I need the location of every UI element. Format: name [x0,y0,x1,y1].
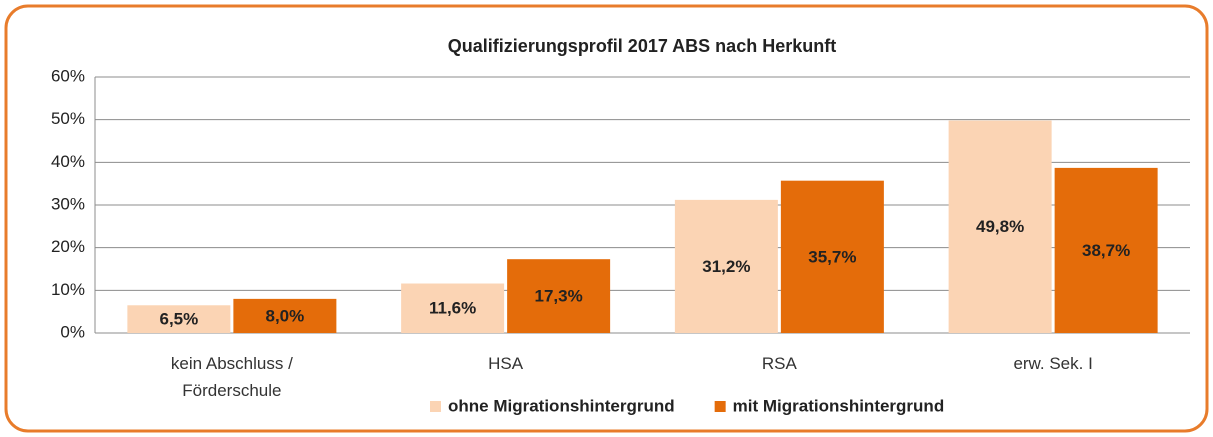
bar [1054,167,1158,333]
y-tick-label: 40% [51,152,85,171]
y-tick-label: 60% [51,66,85,85]
y-tick-label: 10% [51,280,85,299]
legend-label: ohne Migrationshintergrund [448,396,675,415]
value-label: 17,3% [535,287,583,306]
y-tick-label: 0% [60,322,85,341]
bar [127,305,231,333]
value-label: 8,0% [266,306,305,325]
bar [233,298,337,333]
value-label: 6,5% [160,310,199,329]
value-label: 11,6% [429,299,476,318]
legend-swatch [430,401,441,412]
bar [780,180,884,333]
value-label: 49,8% [976,217,1024,236]
y-tick-label: 20% [51,237,85,256]
bar [507,259,611,333]
legend-label: mit Migrationshintergrund [733,396,945,415]
bar [401,283,505,333]
bar [948,120,1052,334]
value-label: 38,7% [1082,241,1130,260]
value-label: 35,7% [808,247,856,266]
x-tick-label: erw. Sek. I [1013,354,1093,373]
value-label: 31,2% [702,257,750,276]
legend-swatch [714,401,726,412]
bar [674,199,778,333]
chart-title: Qualifizierungsprofil 2017 ABS nach Herk… [448,36,836,56]
x-tick-label: kein Abschluss / Förderschule [170,354,293,400]
x-tick-label: RSA [761,354,797,373]
x-tick-label: HSA [488,354,524,373]
y-tick-label: 30% [51,194,85,213]
y-tick-label: 50% [51,109,85,128]
